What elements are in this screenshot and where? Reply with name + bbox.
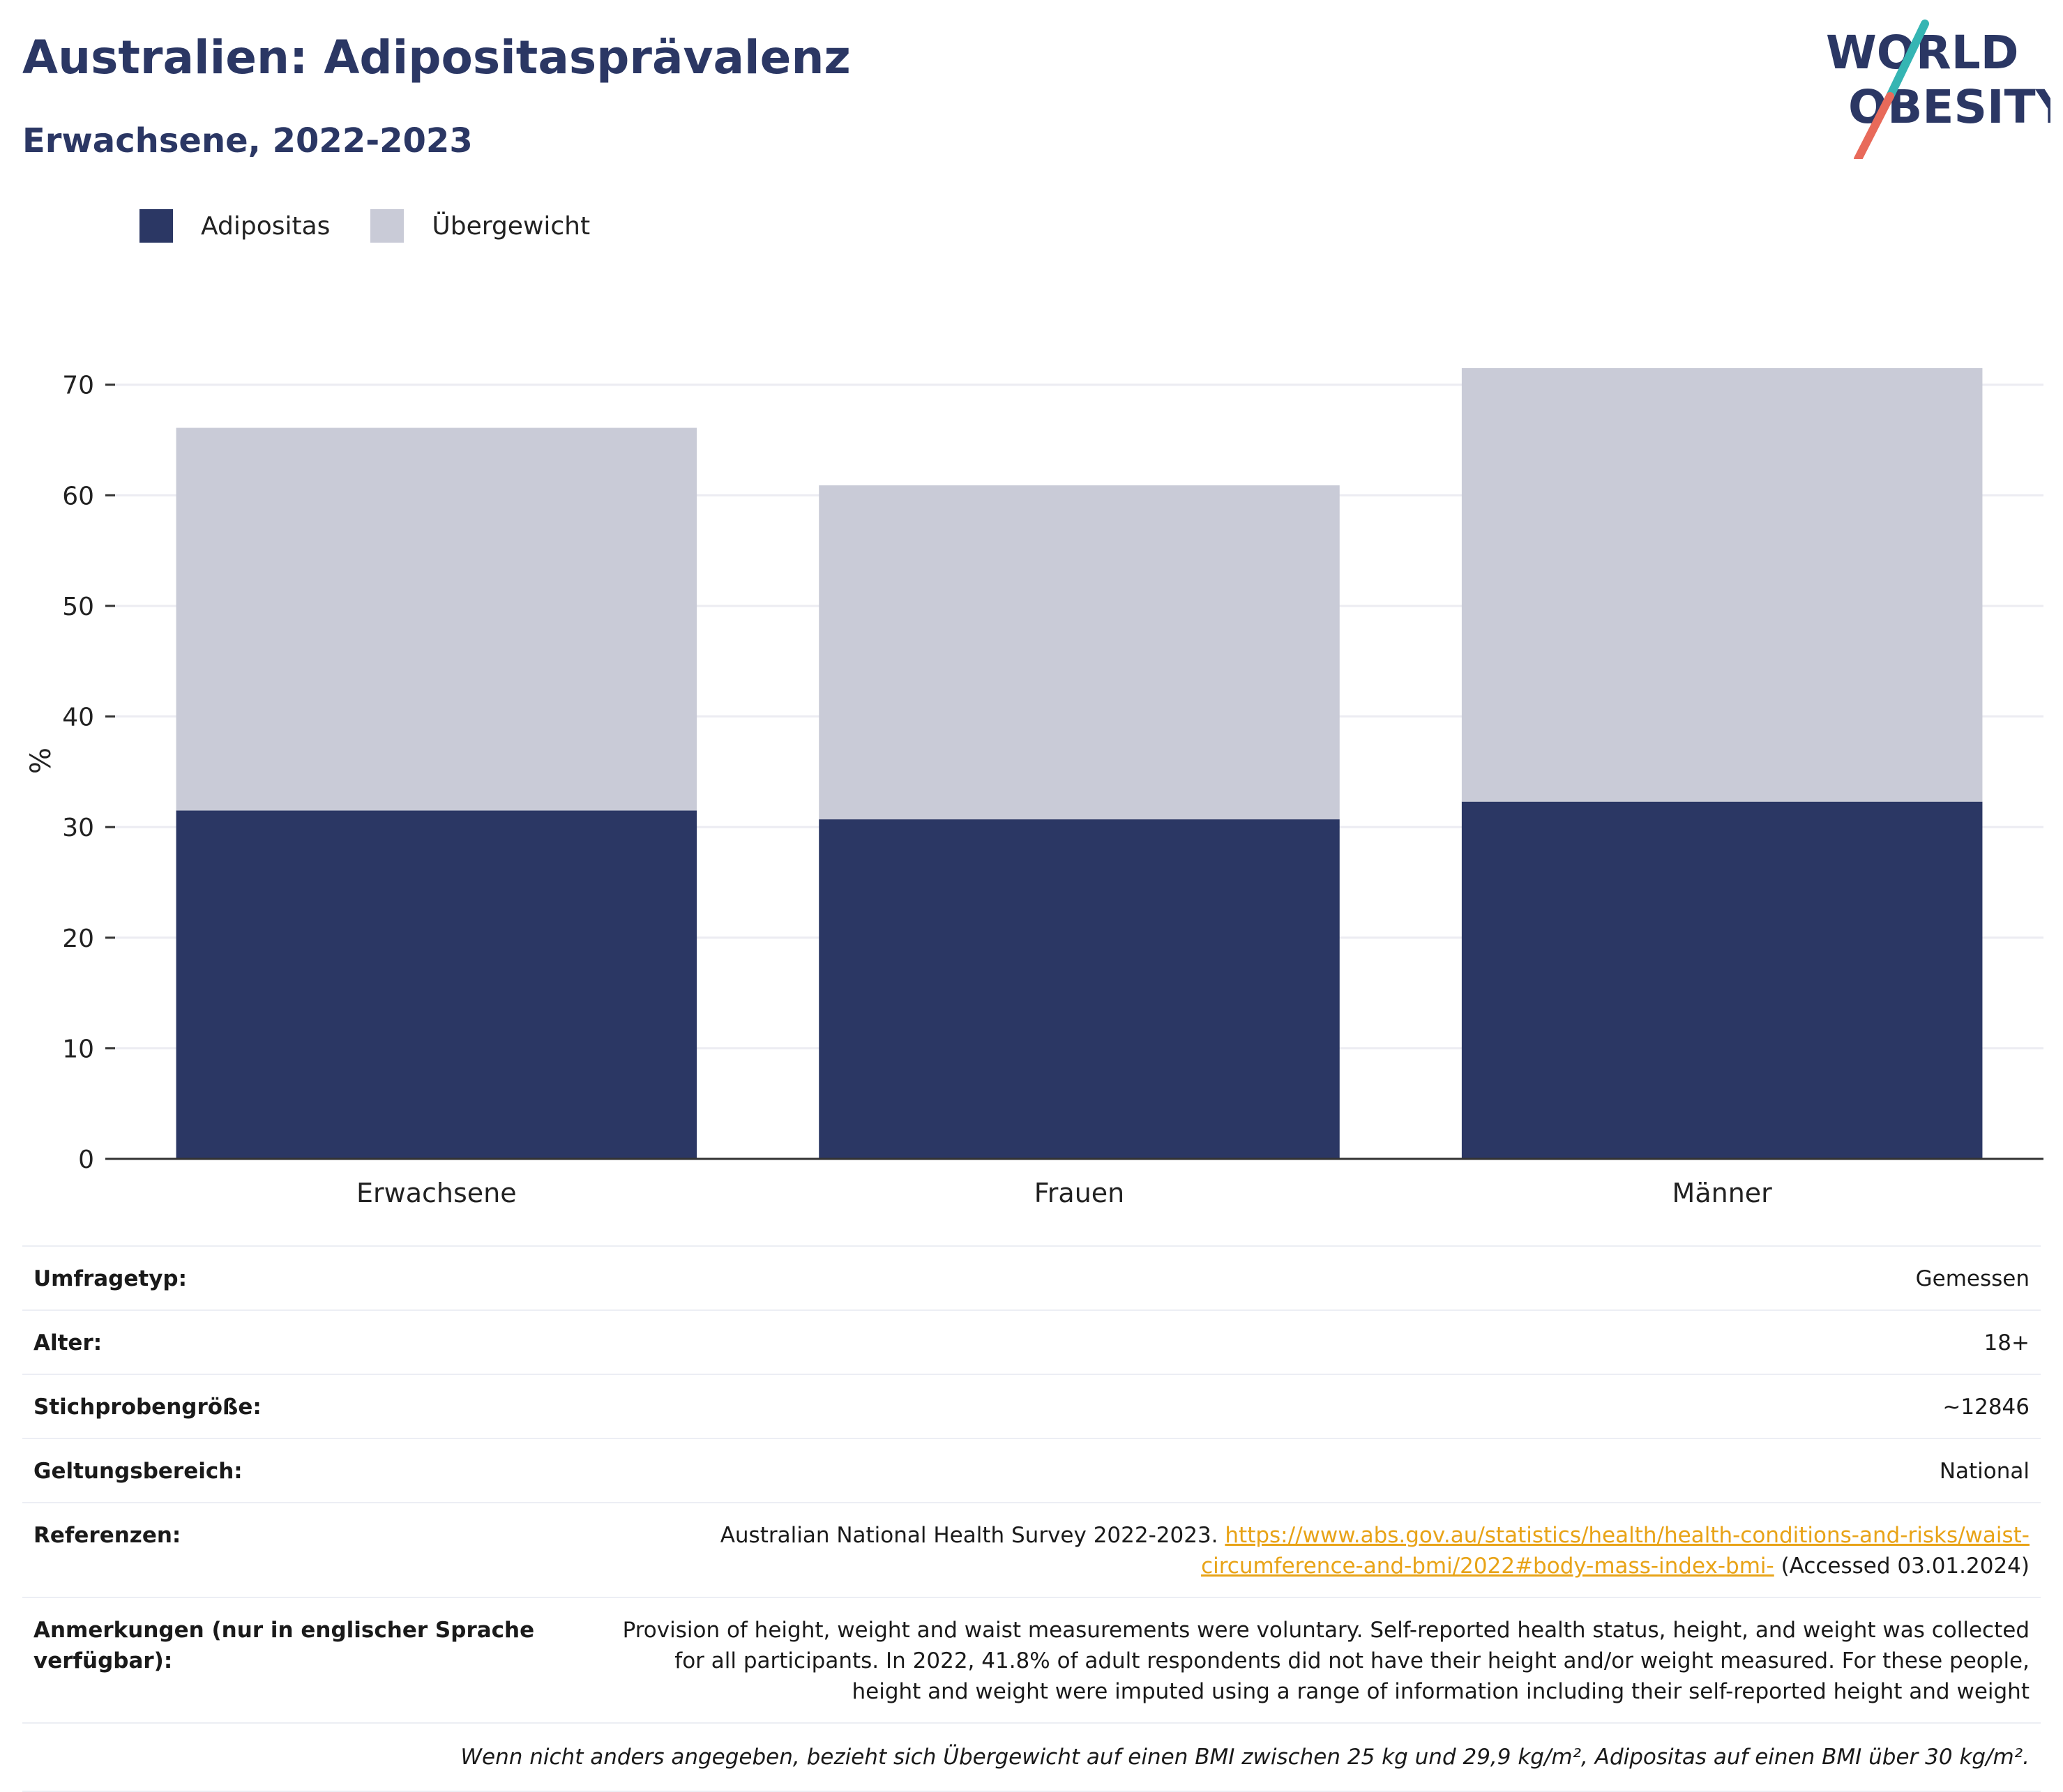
bar-uebergewicht xyxy=(819,485,1340,820)
y-tick-label: 10 xyxy=(62,1035,94,1063)
bar-adipositas xyxy=(819,819,1340,1159)
meta-row: Alter: 18+ xyxy=(22,1311,2041,1375)
meta-row: Stichprobengröße: ~12846 xyxy=(22,1375,2041,1439)
y-tick-label: 20 xyxy=(62,925,94,953)
x-tick-label: Männer xyxy=(1672,1178,1773,1208)
meta-value: ~12846 xyxy=(1942,1395,2030,1420)
legend-item-adipositas[interactable]: Adipositas xyxy=(139,209,330,243)
meta-value: National xyxy=(1939,1459,2030,1484)
page-subtitle: Erwachsene, 2022-2023 xyxy=(22,121,473,160)
legend-label-uebergewicht: Übergewicht xyxy=(432,211,591,241)
y-tick-label: 50 xyxy=(62,593,94,621)
meta-label: Alter: xyxy=(33,1330,103,1356)
meta-value: Gemessen xyxy=(1915,1266,2030,1291)
meta-label: Umfragetyp: xyxy=(33,1266,187,1291)
reference-link[interactable]: https://www.abs.gov.au/statistics/health… xyxy=(1225,1523,2030,1548)
world-obesity-logo: WORLD OBESITY xyxy=(1813,20,2063,163)
bar-adipositas xyxy=(176,810,697,1159)
meta-label: Anmerkungen (nur in englischer Sprache v… xyxy=(33,1618,535,1673)
x-tick-label: Erwachsene xyxy=(356,1178,517,1208)
meta-row-notes: Anmerkungen (nur in englischer Sprache v… xyxy=(22,1598,2041,1724)
page-title: Australien: Adipositasprävalenz xyxy=(22,31,851,84)
meta-value: Provision of height, weight and waist me… xyxy=(622,1618,2030,1704)
legend-swatch-uebergewicht xyxy=(370,209,405,243)
meta-label: Geltungsbereich: xyxy=(33,1459,243,1484)
y-tick-label: 0 xyxy=(78,1146,94,1174)
reference-link-cont[interactable]: circumference-and-bmi/2022#body-mass-ind… xyxy=(1201,1554,1774,1579)
meta-row: Umfragetyp: Gemessen xyxy=(22,1247,2041,1311)
footnote: Wenn nicht anders angegeben, bezieht sic… xyxy=(22,1724,2041,1792)
meta-label: Stichprobengröße: xyxy=(33,1395,262,1420)
legend-swatch-adipositas xyxy=(139,209,173,243)
bar-adipositas xyxy=(1461,801,1983,1159)
bar-uebergewicht xyxy=(1461,367,1983,802)
meta-label: Referenzen: xyxy=(33,1523,181,1548)
legend-item-uebergewicht[interactable]: Übergewicht xyxy=(370,209,590,243)
meta-value: 18+ xyxy=(1983,1330,2030,1356)
bar-uebergewicht xyxy=(176,427,697,811)
y-tick-label: 60 xyxy=(62,482,94,510)
metadata-table: Umfragetyp: Gemessen Alter: 18+ Stichprobeng… xyxy=(22,1245,2041,1792)
reference-accessed: (Accessed 03.01.2024) xyxy=(1781,1554,2030,1579)
meta-row-references: Referenzen: Australian National Health S… xyxy=(22,1503,2041,1598)
chart-legend: Adipositas Übergewicht xyxy=(139,209,630,243)
meta-row: Geltungsbereich: National xyxy=(22,1439,2041,1503)
x-tick-label: Frauen xyxy=(1034,1178,1125,1208)
y-axis-label: % xyxy=(25,747,57,774)
y-tick-label: 70 xyxy=(62,372,94,400)
stacked-bar-chart: 0 10 20 30 40 50 60 70% Erwachsene Frauen Männer xyxy=(25,367,2043,1208)
y-tick-label: 30 xyxy=(62,814,94,842)
y-tick-label: 40 xyxy=(62,704,94,732)
meta-value: Australian National Health Survey 2022-2… xyxy=(536,1520,2030,1581)
legend-label-adipositas: Adipositas xyxy=(201,211,331,241)
reference-text: Australian National Health Survey 2022-2… xyxy=(720,1523,1218,1548)
